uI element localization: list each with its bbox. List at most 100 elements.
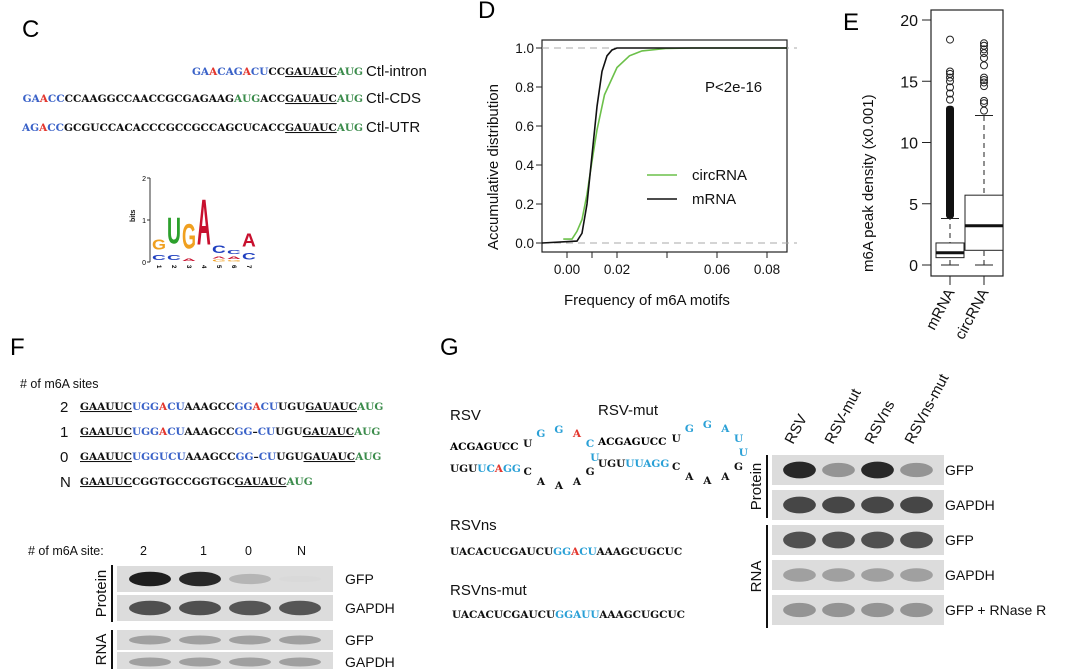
y-tick-label: 0	[909, 258, 918, 275]
sequence-segment: A	[242, 66, 252, 78]
y-tick-label: 15	[900, 74, 918, 91]
logo-letter-G: G	[212, 259, 226, 262]
sequence-construct: GAAUUCUGGUCUAAAGCCGG–CUUGUGAUAUCAUG	[80, 451, 381, 463]
legend-label: mRNA	[692, 191, 736, 208]
box-mRNA	[935, 242, 965, 259]
outlier-point	[946, 95, 954, 104]
sequence-segment: CU	[258, 426, 276, 438]
sequence-segment: UGU	[450, 463, 477, 475]
logo-ytick: 2	[142, 176, 146, 183]
group-label: RNA	[93, 634, 110, 666]
boxplot-chart: m6A peak density (x0.001) 05101520mRNAci…	[860, 9, 1004, 342]
loop-nucleotide: A	[572, 476, 582, 488]
construct-title: RSV-mut	[598, 402, 659, 419]
x-tick-label: mRNA	[923, 286, 959, 333]
logo-letter-A: A	[182, 258, 196, 262]
logo-letter-C: C	[212, 244, 226, 256]
band-gfp-rnase-r	[900, 602, 933, 618]
band-gfp-rnase-r	[861, 602, 894, 618]
sequence-segment: GAUAUC	[235, 476, 287, 488]
loop-nucleotide: G	[685, 423, 694, 435]
sequence-segment: AAAGCC	[183, 426, 234, 438]
outlier-point	[946, 83, 954, 92]
outlier-point	[980, 78, 988, 87]
band-gfp	[279, 575, 321, 583]
band-gfp	[229, 635, 271, 645]
sequence-segment: UGU	[276, 451, 303, 463]
logo-letter-C: C	[242, 252, 256, 262]
band-gapdh	[822, 496, 855, 514]
construct-title: RSVns-mut	[450, 582, 528, 599]
lane-label: N	[297, 544, 306, 558]
band-label: GFP	[945, 462, 974, 478]
logo-axis	[147, 177, 151, 263]
group-label: Protein	[748, 463, 765, 511]
sequence-label: Ctl-UTR	[366, 119, 420, 136]
sequence-label: Ctl-intron	[366, 63, 427, 80]
site-count: 1	[60, 424, 68, 441]
outlier-point	[980, 73, 988, 82]
hairpin-bottom-strand: UGUUUAGG	[598, 458, 669, 470]
group-label: RNA	[748, 561, 765, 593]
band-gfp	[822, 462, 855, 478]
sequence-segment: GAAUUC	[80, 426, 132, 438]
loop-nucleotide: A	[720, 471, 730, 483]
loop-nucleotide: G	[703, 419, 712, 431]
sequence-segment: GA	[23, 93, 41, 105]
sequence-segment: AUG	[356, 401, 383, 413]
loop-nucleotide: A	[536, 476, 546, 488]
group-label: Protein	[93, 570, 110, 618]
construct-title: RSV	[450, 407, 481, 424]
sequence-segment: AAAGCC	[183, 401, 234, 413]
y-tick-label: 20	[900, 13, 918, 30]
band-gfp	[179, 571, 221, 587]
band-label: GFP	[345, 632, 374, 648]
loop-nucleotide: A	[702, 475, 712, 487]
sequence-segment: AAAGCUGCUC	[598, 609, 685, 621]
band-gapdh	[229, 657, 271, 667]
outlier-point	[980, 61, 988, 70]
loop-nucleotide: G	[734, 461, 743, 473]
band-label: GFP	[345, 571, 374, 587]
band-label: GAPDH	[345, 654, 395, 669]
sequence-segment: CU	[259, 451, 277, 463]
sequence-segment: AUG	[233, 93, 260, 105]
sequence-segment: UGG	[132, 401, 159, 413]
band-gfp	[822, 531, 855, 549]
sequence-segment: GG	[235, 401, 253, 413]
band-gapdh	[900, 496, 933, 514]
rsvns-sequence: UACACUCGAUCUGGACUAAAGCUGCUC	[450, 546, 682, 558]
sequence-segment: CAG	[217, 66, 243, 78]
logo-letter-C: C	[227, 249, 241, 255]
loop-nucleotide: U	[523, 438, 532, 450]
sequence-segment: GAUAUC	[285, 122, 337, 134]
x-tick-label: 0.08	[754, 262, 780, 277]
sequence-construct: GAAUUCUGGACUAAAGCCGG–CUUGUGAUAUCAUG	[80, 426, 380, 438]
sequence-segment: CU	[167, 401, 184, 413]
loop-nucleotide: A	[684, 471, 694, 483]
sequence-segment: –	[253, 451, 258, 463]
sequence-label: Ctl-CDS	[366, 90, 421, 107]
band-gapdh	[129, 657, 171, 667]
x-tick-label: 0.02	[604, 262, 630, 277]
logo-letter-A: A	[227, 256, 241, 260]
sequence-segment: CU	[251, 66, 269, 78]
sequence-construct: GAAUUCCGGTGCCGGTGCGAUAUCAUG	[80, 476, 313, 488]
outlier-point	[980, 41, 988, 50]
band-label: GAPDH	[945, 567, 995, 583]
sequence-segment: UGU	[278, 401, 305, 413]
hairpin-bottom-strand: UGUUCAGG	[450, 463, 521, 475]
outlier-cluster	[946, 105, 954, 219]
sequence-segment: A	[494, 463, 504, 475]
panel-label-e: E	[843, 9, 859, 36]
loop-nucleotide: C	[586, 438, 594, 450]
sequence-segment: A	[39, 93, 49, 105]
logo-position: 4	[200, 265, 206, 269]
m6a-sites-title: # of m6A sites	[20, 377, 99, 391]
y-tick-label: 0.0	[515, 236, 534, 251]
hairpin-top-strand: ACGAGUCC	[449, 441, 518, 453]
cdf-chart: Accumulative distribution Frequency of m…	[485, 39, 797, 309]
band-gfp	[861, 461, 894, 479]
y-tick-label: 5	[909, 197, 918, 214]
